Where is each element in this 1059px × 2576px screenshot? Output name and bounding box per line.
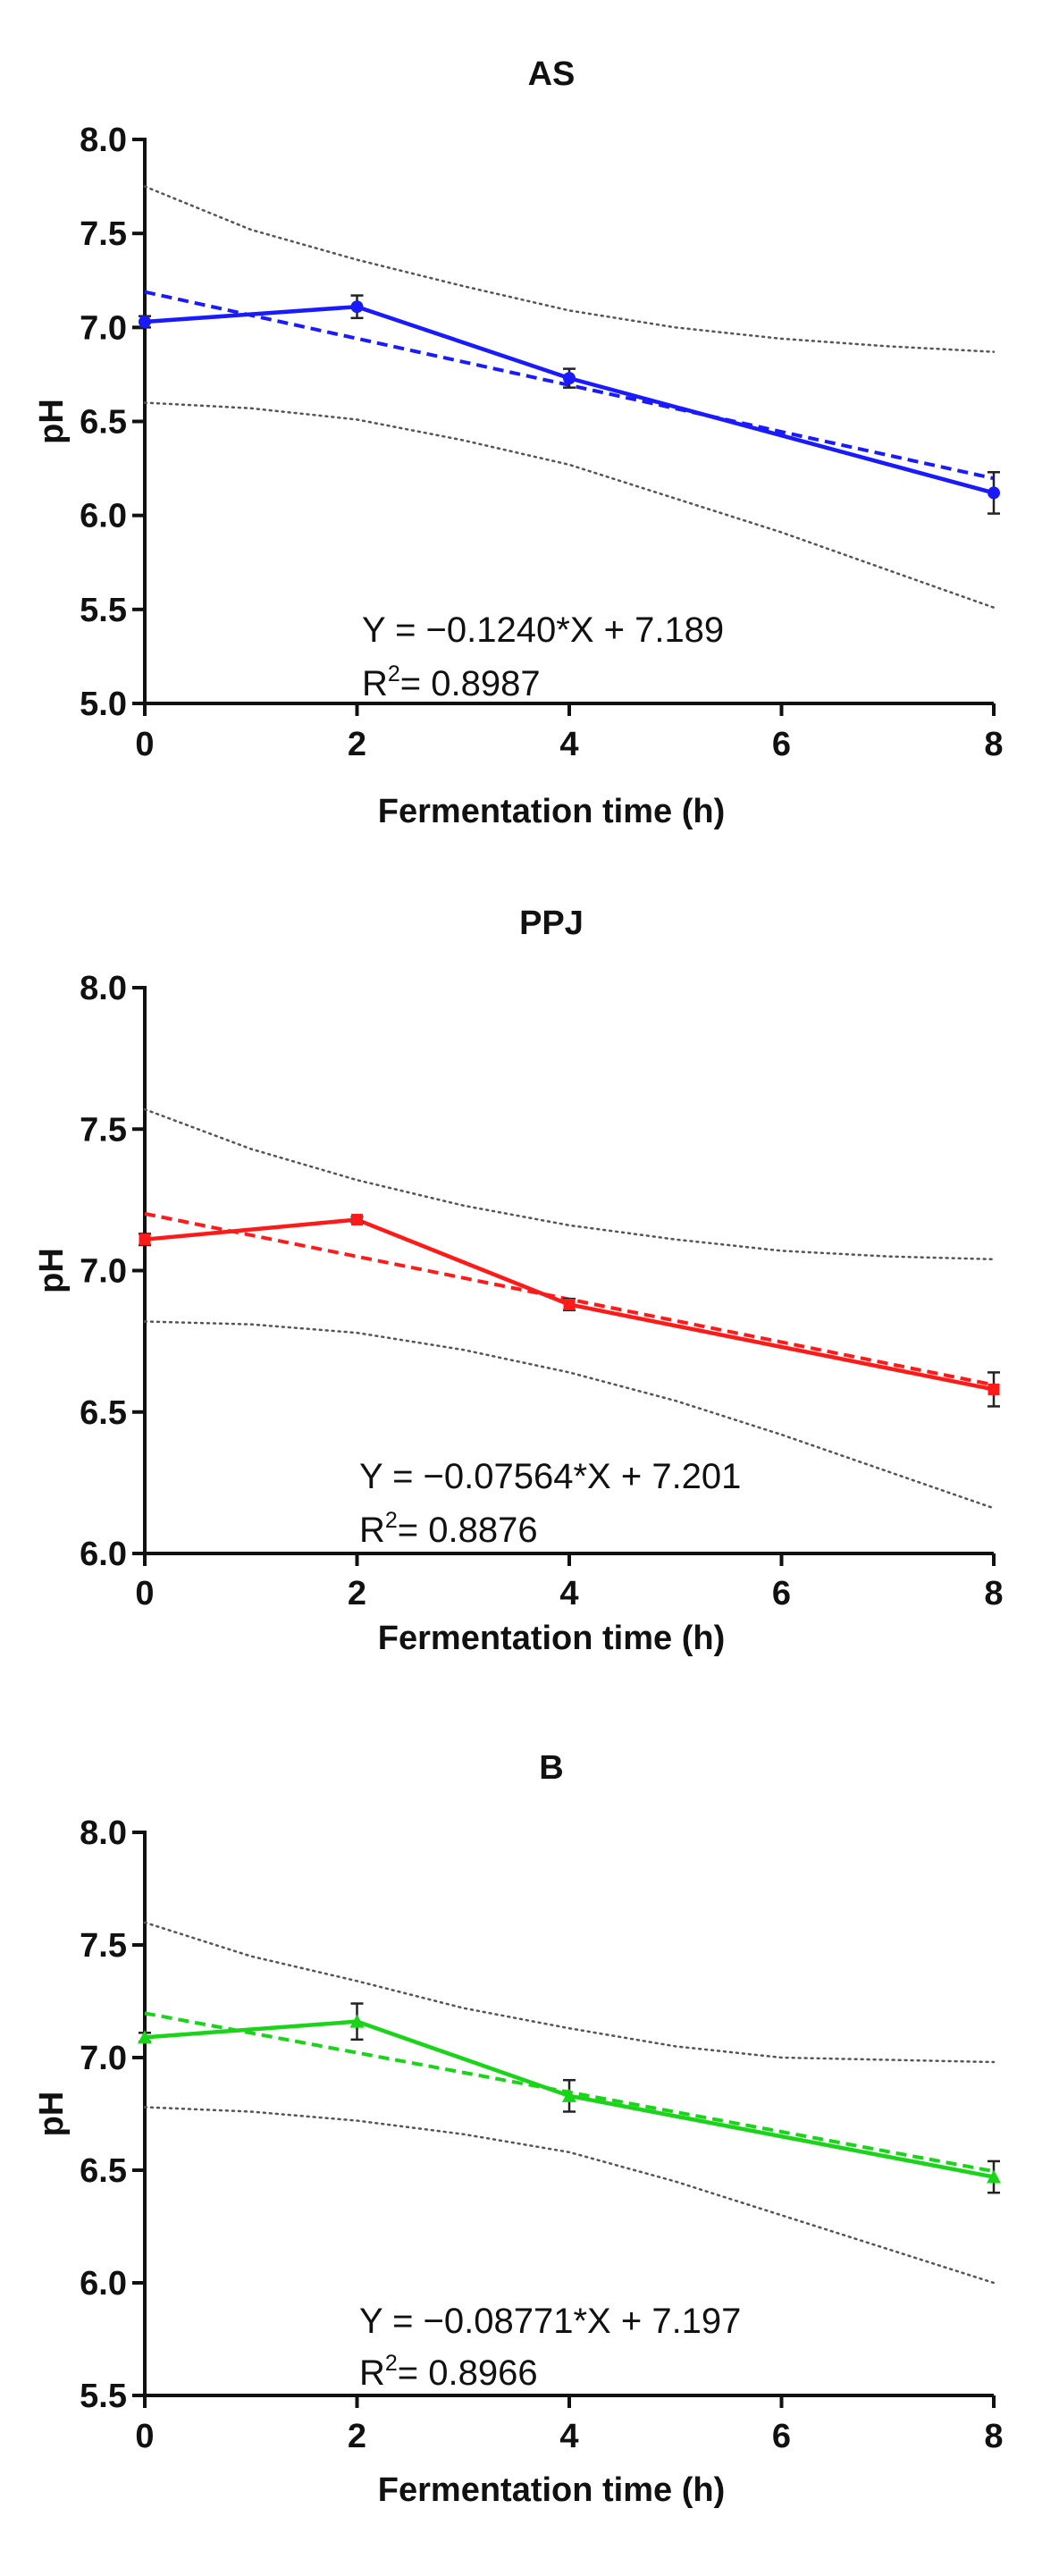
x-tick-label: 2 [348,2418,366,2455]
y-axis-label: pH [33,399,71,444]
ci-lower-line [143,401,996,609]
data-point [139,316,151,329]
regression-equation: Y = −0.08771*X + 7.197 [359,2302,741,2341]
ci-upper-line [143,1921,996,2064]
y-tick-label: 6.0 [80,2265,127,2302]
data-point [987,2169,1001,2184]
data-point [351,1214,363,1226]
x-axis-label: Fermentation time (h) [378,2471,725,2509]
x-tick-label: 2 [348,1575,366,1612]
chart-panel-ppj: PPJ 6.0 6.5 7.0 7.5 8.0 0 2 4 6 8 Fermentation time… [33,905,1004,1657]
data-point [139,1233,151,1246]
y-tick-label: 7.5 [80,215,127,253]
r-squared-label: R2= 0.8876 [359,1508,538,1550]
y-tick-label: 6.5 [80,404,127,442]
ci-lower-line [143,1320,996,1510]
r-squared-value: = 0.8966 [398,2353,538,2393]
r-squared-label: R2= 0.8987 [362,661,541,703]
data-point [988,1383,1000,1395]
r-squared-superscript: 2 [385,1508,398,1533]
chart-panel-b: B 5.5 6.0 6.5 7.0 7.5 8.0 0 2 4 6 8 Fermentation tim… [33,1749,1004,2509]
y-axis-label: pH [33,1248,71,1293]
r-squared-superscript: 2 [388,661,400,686]
y-tick-label: 6.0 [80,1536,127,1573]
r-squared-superscript: 2 [385,2351,398,2376]
y-tick-label: 6.0 [80,498,127,535]
x-tick-label: 0 [135,2418,154,2455]
chart-title: PPJ [519,905,584,942]
y-tick-label: 5.5 [80,592,127,629]
x-tick-label: 6 [772,1575,791,1612]
y-tick-label: 5.0 [80,686,127,723]
r-squared-prefix: R [359,2353,385,2393]
x-axis-label: Fermentation time (h) [378,793,725,830]
y-tick-label: 7.5 [80,1927,127,1965]
r-squared-value: = 0.8987 [400,664,541,703]
r-squared-prefix: R [362,664,388,703]
x-tick-label: 4 [559,1575,578,1612]
y-tick-label: 7.0 [80,1253,127,1291]
y-tick-label: 7.5 [80,1111,127,1149]
y-tick-label: 8.0 [80,970,127,1007]
chart-title: B [539,1749,563,1787]
x-tick-label: 0 [135,1575,154,1612]
r-squared-label: R2= 0.8966 [359,2351,538,2393]
data-point [988,486,1000,500]
x-tick-label: 6 [772,2418,791,2455]
y-tick-label: 7.0 [80,309,127,347]
data-point [350,300,364,314]
x-tick-label: 2 [348,726,366,763]
series-line [144,304,995,495]
y-tick-label: 7.0 [80,2040,127,2077]
x-tick-label: 8 [984,2418,1003,2455]
chart-panel-as: AS 5.0 5.5 6.0 6.5 7.0 7.5 8.0 0 2 4 6 8 Fermentation… [33,55,1004,830]
r-squared-value: = 0.8876 [398,1511,538,1550]
series-line [144,1217,995,1392]
y-tick-label: 8.0 [80,122,127,159]
data-point [563,1298,576,1310]
data-point [563,372,576,385]
y-tick-label: 6.5 [80,2152,127,2190]
x-axis-label: Fermentation time (h) [378,1620,725,1657]
regression-equation: Y = −0.07564*X + 7.201 [359,1457,741,1496]
chart-title: AS [528,55,576,93]
ci-lower-line [143,2106,996,2285]
x-tick-label: 4 [559,726,578,763]
y-axis-label: pH [33,2092,71,2137]
x-tick-label: 4 [559,2418,578,2455]
data-point [349,2014,365,2028]
x-tick-label: 6 [772,726,791,763]
regression-equation: Y = −0.1240*X + 7.189 [362,610,724,650]
x-tick-label: 0 [135,726,154,763]
data-point [138,2030,152,2044]
y-tick-label: 8.0 [80,1814,127,1852]
data-point [562,2088,576,2102]
x-tick-label: 8 [984,726,1003,763]
ci-upper-line [143,185,996,353]
y-tick-label: 6.5 [80,1394,127,1432]
x-tick-label: 8 [984,1575,1003,1612]
series-line [144,2019,995,2179]
y-tick-label: 5.5 [80,2378,127,2415]
r-squared-prefix: R [359,1511,385,1550]
ci-upper-line [143,1107,996,1261]
